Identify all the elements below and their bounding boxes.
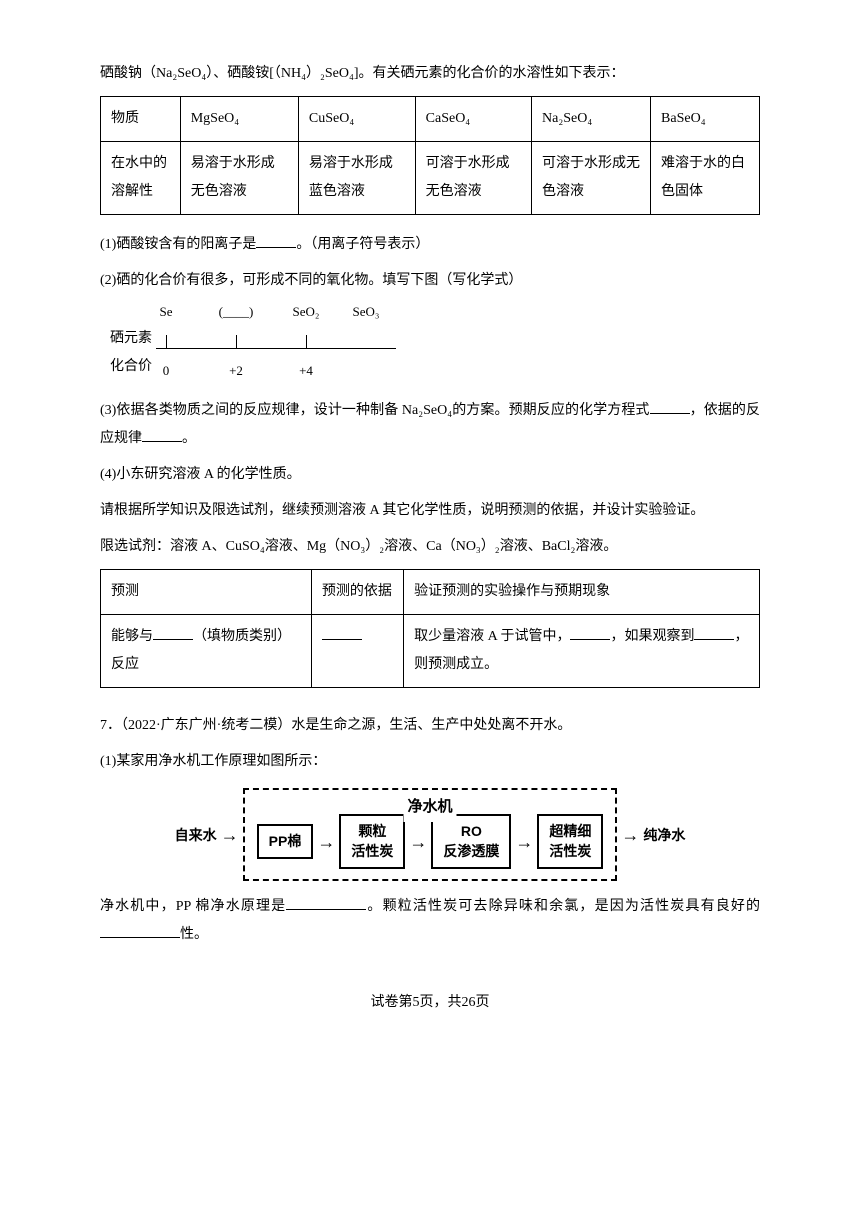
flow-machine-label: 净水机	[403, 792, 456, 822]
table-cell: 难溶于水的白色固体	[651, 142, 760, 215]
fill-blank[interactable]	[650, 400, 690, 414]
question-3: (3)依据各类物质之间的反应规律，设计一种制备 Na₂SeO₄的方案。预期反应的…	[100, 397, 760, 453]
question-4-line1: (4)小东研究溶液 A 的化学性质。	[100, 461, 760, 489]
arrow-icon: →	[621, 817, 639, 853]
table-header: MgSeO₄	[180, 97, 298, 142]
flow-box: 颗粒活性炭	[339, 814, 405, 869]
q7-l2-post: 性。	[180, 927, 208, 942]
diagram-label: 化合价	[100, 353, 156, 381]
table-cell: 可溶于水形成无色溶液	[532, 142, 651, 215]
flow-machine-group: 净水机 PP棉 → 颗粒活性炭 → RO反渗透膜 → 超精细活性炭	[243, 788, 618, 881]
valence-label: +4	[299, 358, 313, 384]
table-cell: 易溶于水形成蓝色溶液	[298, 142, 415, 215]
table-row: 能够与（填物质类别）反应 取少量溶液 A 于试管中，，如果观察到，则预测成立。	[101, 615, 760, 688]
table-header: Na₂SeO₄	[532, 97, 651, 142]
q1-post: 。（用离子符号表示）	[296, 237, 429, 252]
fill-blank[interactable]	[570, 626, 610, 640]
table-row: 预测 预测的依据 验证预测的实验操作与预期现象	[101, 570, 760, 615]
cell-mid: ，如果观察到	[610, 629, 694, 644]
table-header: 预测的依据	[311, 570, 403, 615]
arrow-icon: →	[515, 824, 533, 860]
fill-blank[interactable]	[286, 896, 366, 910]
page-footer: 试卷第5页，共26页	[100, 989, 760, 1017]
cell-pre: 取少量溶液 A 于试管中，	[414, 629, 570, 644]
table-header: 预测	[101, 570, 312, 615]
table-row: 在水中的溶解性 易溶于水形成无色溶液 易溶于水形成蓝色溶液 可溶于水形成无色溶液…	[101, 142, 760, 215]
cell-pre: 能够与	[111, 629, 153, 644]
table-cell: 在水中的溶解性	[101, 142, 181, 215]
arrow-icon: →	[317, 824, 335, 860]
question-7-line1: (1)某家用净水机工作原理如图所示：	[100, 748, 760, 776]
question-2: (2)硒的化合价有很多，可形成不同的氧化物。填写下图（写化学式）	[100, 267, 760, 295]
question-4-line3: 限选试剂：溶液 A、CuSO₄溶液、Mg（NO₃）₂溶液、Ca（NO₃）₂溶液、…	[100, 533, 760, 561]
oxide-label: Se	[160, 299, 173, 325]
prediction-table: 预测 预测的依据 验证预测的实验操作与预期现象 能够与（填物质类别）反应 取少量…	[100, 569, 760, 688]
q7-l2-mid: 。颗粒活性炭可去除异味和余氯，是因为活性炭具有良好的	[366, 899, 760, 914]
q7-l2-pre: 净水机中，PP 棉净水原理是	[100, 899, 286, 914]
oxide-blank[interactable]: (____)	[219, 299, 254, 325]
flow-input-label: 自来水	[175, 821, 217, 849]
solubility-table: 物质 MgSeO₄ CuSeO₄ CaSeO₄ Na₂SeO₄ BaSeO₄ 在…	[100, 96, 760, 215]
table-cell: 取少量溶液 A 于试管中，，如果观察到，则预测成立。	[404, 615, 760, 688]
arrow-icon: →	[409, 824, 427, 860]
fill-blank[interactable]	[322, 626, 362, 640]
arrow-icon: →	[221, 817, 239, 853]
diagram-label: 硒元素	[100, 325, 156, 353]
fill-blank[interactable]	[142, 428, 182, 442]
question-7-line2: 净水机中，PP 棉净水原理是 。颗粒活性炭可去除异味和余氯，是因为活性炭具有良好的…	[100, 893, 760, 949]
q1-pre: (1)硒酸铵含有的阳离子是	[100, 237, 256, 252]
question-4-line2: 请根据所学知识及限选试剂，继续预测溶液 A 其它化学性质，说明预测的依据，并设计…	[100, 497, 760, 525]
table-row: 物质 MgSeO₄ CuSeO₄ CaSeO₄ Na₂SeO₄ BaSeO₄	[101, 97, 760, 142]
valence-label: 0	[163, 358, 170, 384]
table-cell	[311, 615, 403, 688]
axis-line	[156, 348, 396, 349]
valence-label: +2	[229, 358, 243, 384]
flow-diagram: 自来水 → 净水机 PP棉 → 颗粒活性炭 → RO反渗透膜 → 超精细活性炭 …	[100, 788, 760, 881]
fill-blank[interactable]	[153, 626, 193, 640]
table-header: CaSeO₄	[415, 97, 531, 142]
question-1: (1)硒酸铵含有的阳离子是 。（用离子符号表示）	[100, 231, 760, 259]
fill-blank[interactable]	[256, 234, 296, 248]
table-header: BaSeO₄	[651, 97, 760, 142]
q3-pre: (3)依据各类物质之间的反应规律，设计一种制备 Na₂SeO₄的方案。预期反应的…	[100, 403, 650, 418]
flow-box: RO反渗透膜	[431, 814, 511, 869]
table-header: 物质	[101, 97, 181, 142]
table-cell: 易溶于水形成无色溶液	[180, 142, 298, 215]
oxidation-diagram: Se (____) SeO₂ SeO₃ 硒元素 化合价 0 +2 +4	[100, 303, 760, 381]
table-cell: 可溶于水形成无色溶液	[415, 142, 531, 215]
fill-blank[interactable]	[694, 626, 734, 640]
table-cell: 能够与（填物质类别）反应	[101, 615, 312, 688]
flow-box: 超精细活性炭	[537, 814, 603, 869]
q3-post: 。	[182, 431, 196, 446]
tick-mark	[166, 335, 167, 349]
intro-text: 硒酸钠（Na₂SeO₄）、硒酸铵[（NH₄）₂SeO₄]。有关硒元素的化合价的水…	[100, 60, 760, 88]
oxide-label: SeO₂	[293, 299, 320, 325]
flow-box: PP棉	[257, 824, 314, 860]
oxide-label: SeO₃	[353, 299, 380, 325]
flow-output-label: 纯净水	[643, 821, 685, 849]
tick-mark	[236, 335, 237, 349]
table-header: CuSeO₄	[298, 97, 415, 142]
fill-blank[interactable]	[100, 924, 180, 938]
table-header: 验证预测的实验操作与预期现象	[404, 570, 760, 615]
question-7-header: 7．（2022·广东广州·统考二模）水是生命之源，生活、生产中处处离不开水。	[100, 712, 760, 740]
tick-mark	[306, 335, 307, 349]
